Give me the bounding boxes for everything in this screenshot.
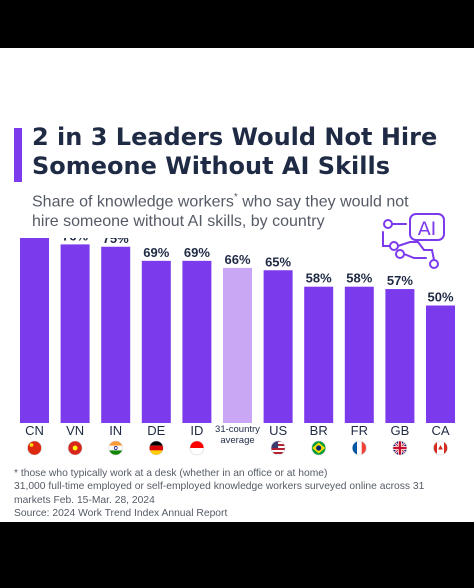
germany-flag-icon [149, 440, 164, 456]
chart-subtitle: Share of knowledge workers* who say they… [32, 188, 432, 232]
category-label-vn: VN [66, 423, 84, 438]
category-label-fr: FR [351, 423, 368, 438]
bar-us [263, 270, 293, 423]
vietnam-flag-icon [67, 440, 83, 456]
subtitle-footnote-mark: * [233, 192, 238, 203]
footnote-methodology: 31,000 full-time employed or self-employ… [14, 481, 425, 506]
ai-circuit-icon: AI [382, 213, 445, 269]
bar-ca [426, 305, 455, 423]
footnote-definition: * those who typically work at a desk (wh… [14, 468, 328, 479]
bar-id [182, 260, 212, 423]
value-label-gb: 57% [387, 273, 413, 288]
category-label-id: ID [190, 423, 203, 438]
bar-cn [20, 238, 49, 423]
category-label-ca: CA [431, 423, 449, 438]
category-label-31-country-average: 31-country average [215, 424, 260, 446]
bar-31-country-average [223, 267, 252, 423]
bar-gb [385, 289, 415, 423]
source-note: Source: 2024 Work Trend Index Annual Rep… [14, 507, 228, 519]
bar-fr [344, 286, 374, 423]
bars-group: 79%CN76%VN75%IN69%DE69%ID66%31-countryav… [20, 238, 455, 456]
bar-vn [60, 244, 90, 423]
bar-chart: 79%CN76%VN75%IN69%DE69%ID66%31-countryav… [20, 238, 455, 456]
france-flag-icon [351, 440, 367, 456]
value-label-br: 58% [306, 271, 332, 286]
bar-br [304, 286, 334, 423]
value-label-de: 69% [143, 245, 169, 260]
value-label-us: 65% [265, 254, 291, 269]
category-label-br: BR [310, 423, 328, 438]
value-label-fr: 58% [346, 271, 372, 286]
category-label-gb: GB [391, 423, 410, 438]
value-label-id: 69% [184, 245, 210, 260]
uk-flag-icon [392, 440, 408, 456]
category-label-cn: CN [25, 423, 44, 438]
canada-flag-icon [433, 440, 448, 456]
ai-badge-label: AI [418, 218, 437, 240]
category-label-in: IN [109, 423, 122, 438]
value-label-vn: 76% [62, 238, 88, 243]
subtitle-text: Share of knowledge workers [32, 193, 234, 211]
title-accent-bar [14, 128, 22, 182]
value-label-31-country-average: 66% [224, 252, 250, 267]
category-label-de: DE [147, 423, 165, 438]
usa-flag-icon [270, 440, 286, 456]
subtitle-text-continued: who say they would not hire someone with… [32, 193, 409, 231]
india-flag-icon [108, 440, 123, 456]
indonesia-flag-icon [189, 440, 205, 456]
category-label-us: US [269, 423, 287, 438]
infographic-card: 2 in 3 Leaders Would Not Hire Someone Wi… [0, 48, 474, 522]
value-label-ca: 50% [427, 290, 453, 305]
footnote: * those who typically work at a desk (wh… [14, 467, 454, 520]
brazil-flag-icon [311, 440, 327, 456]
china-flag-icon [27, 440, 42, 456]
bar-in [101, 246, 131, 423]
value-label-in: 75% [103, 238, 129, 246]
bar-de [141, 260, 171, 423]
chart-title: 2 in 3 Leaders Would Not Hire Someone Wi… [32, 123, 438, 180]
